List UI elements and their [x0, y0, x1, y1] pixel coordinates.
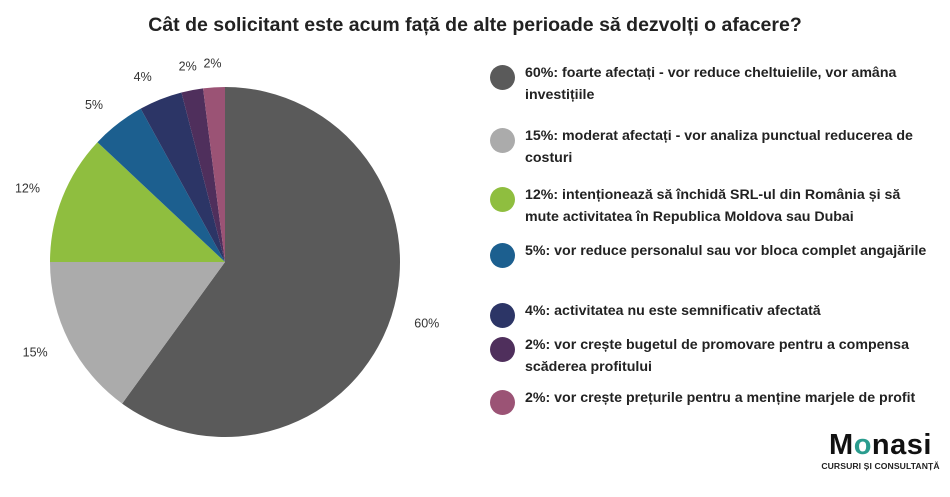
pie-slice-6: [181, 88, 225, 262]
legend-item-1: 60%: foarte afectați - vor reduce cheltu…: [490, 62, 935, 106]
slice-label-5: 4%: [134, 70, 152, 84]
pie-slice-7: [203, 87, 225, 262]
slice-label-4: 5%: [85, 98, 103, 112]
slice-label-3: 12%: [15, 182, 40, 196]
legend-swatch-6: [490, 337, 515, 362]
legend-item-7: 2%: vor crește prețurile pentru a mențin…: [490, 387, 935, 415]
pie-slice-5: [140, 92, 225, 262]
legend-swatch-3: [490, 187, 515, 212]
logo-wordmark: Monasi: [829, 429, 932, 461]
legend-label-7: 2%: vor crește prețurile pentru a mențin…: [525, 390, 916, 406]
legend-swatch-5: [490, 303, 515, 328]
pie-chart: 60% 15% 12% 5% 4% 2% 2%: [15, 56, 439, 437]
chart-title: Cât de solicitant este acum față de alte…: [148, 14, 802, 36]
legend-swatch-4: [490, 243, 515, 268]
legend-label-4: 5%: vor reduce personalul sau vor bloca …: [525, 243, 927, 259]
slice-label-2: 15%: [23, 345, 48, 359]
legend-swatch-7: [490, 390, 515, 415]
legend-label-5: 4%: activitatea nu este semnificativ afe…: [525, 303, 821, 319]
legend-item-6: 2%: vor crește bugetul de promovare pent…: [490, 334, 935, 378]
pie-slice-4: [97, 108, 225, 262]
legend-item-5: 4%: activitatea nu este semnificativ afe…: [490, 300, 935, 328]
slice-label-6: 2%: [179, 60, 197, 74]
logo-subtitle: CURSURI ȘI CONSULTANȚĂ: [821, 461, 940, 471]
slice-label-1: 60%: [414, 316, 439, 330]
monasi-logo: Monasi CURSURI ȘI CONSULTANȚĂ: [818, 430, 943, 471]
legend-label-1: 60%: foarte afectați - vor reduce cheltu…: [525, 65, 897, 103]
pie-slice-3: [50, 142, 225, 262]
legend-label-3: 12%: intenționează să închidă SRL-ul din…: [525, 187, 901, 225]
pie-slice-2: [50, 262, 225, 404]
legend-item-4: 5%: vor reduce personalul sau vor bloca …: [490, 240, 935, 268]
legend-swatch-1: [490, 65, 515, 90]
slice-label-7: 2%: [203, 56, 221, 70]
legend-item-3: 12%: intenționează să închidă SRL-ul din…: [490, 184, 935, 228]
legend-swatch-2: [490, 128, 515, 153]
pie-slice-1: [122, 87, 401, 437]
legend-item-2: 15%: moderat afectați - vor analiza punc…: [490, 125, 935, 169]
legend-label-2: 15%: moderat afectați - vor analiza punc…: [525, 128, 913, 166]
legend-label-6: 2%: vor crește bugetul de promovare pent…: [525, 337, 909, 375]
